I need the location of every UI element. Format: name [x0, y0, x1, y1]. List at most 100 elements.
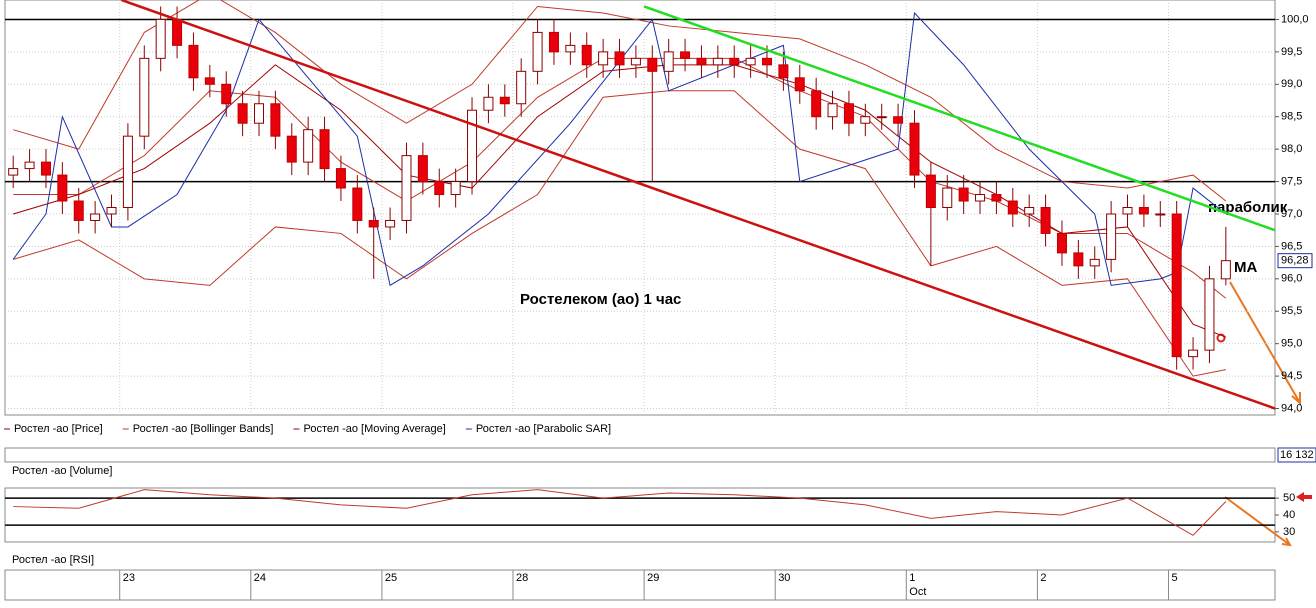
candle-body — [221, 83, 232, 105]
candle-body — [155, 18, 166, 59]
candle-body — [335, 168, 346, 189]
candle-body — [958, 187, 969, 202]
legend-label: Ростел -ао [Bollinger Bands] — [133, 423, 274, 435]
indicator-line — [13, 0, 1227, 202]
x-axis-frame — [4, 569, 1276, 601]
candle-body — [483, 96, 494, 111]
candle-body — [204, 77, 215, 85]
y-tick-label: 97,0 — [1281, 208, 1302, 220]
y-tick-label: 99,5 — [1281, 46, 1302, 58]
legend-label: Ростел -ао [Moving Average] — [303, 423, 445, 435]
candle-body — [630, 57, 641, 66]
candle-body — [385, 219, 396, 228]
candle-body — [1024, 207, 1035, 215]
plot-frame — [4, 0, 1276, 416]
candle-body — [499, 96, 510, 105]
candle-body — [712, 57, 723, 66]
trend-line — [120, 0, 1276, 410]
candle-body — [975, 194, 986, 202]
candle-body — [925, 174, 936, 208]
candle-body — [253, 103, 265, 124]
candle-body — [286, 135, 297, 163]
candle-body — [57, 174, 68, 202]
candle-body — [139, 57, 150, 137]
marker-arrow — [1296, 492, 1312, 502]
candle-body — [40, 161, 51, 176]
candle-body — [1040, 207, 1051, 234]
y-tick-label: 98,0 — [1281, 143, 1302, 155]
candle-body — [860, 116, 871, 124]
y-tick-label: 40 — [1283, 509, 1295, 521]
candle-body — [729, 57, 740, 66]
y-tick-label: 95,0 — [1281, 338, 1302, 350]
x-tick-label: 29 — [647, 572, 659, 584]
candle-body — [811, 90, 822, 118]
y-tick-label: 96,5 — [1281, 240, 1302, 252]
y-tick-label: 50 — [1283, 492, 1295, 504]
x-tick-label: 30 — [778, 572, 790, 584]
candle-body — [319, 129, 330, 170]
candle-body — [368, 219, 379, 228]
chart-title: Ростелеком (ао) 1 час — [520, 291, 681, 308]
candle-body — [1171, 213, 1182, 358]
candle-body — [1155, 213, 1166, 216]
x-tick-label: 1 — [909, 572, 915, 584]
x-tick-label: 28 — [516, 572, 528, 584]
x-tick-label: 24 — [254, 572, 266, 584]
candle-body — [893, 116, 904, 124]
trend-line — [643, 5, 1276, 232]
candle-body — [417, 155, 428, 183]
legend-label: Ростел -ао [Price] — [14, 423, 103, 435]
candle-body — [237, 103, 248, 124]
candle-body — [1204, 278, 1215, 351]
annotation: MA — [1234, 259, 1257, 276]
candle-body — [1220, 260, 1231, 280]
rsi-frame — [4, 487, 1276, 543]
volume-frame — [4, 447, 1276, 463]
y-tick-label: 94,5 — [1281, 370, 1302, 382]
candle-body — [24, 161, 35, 170]
candle-body — [188, 44, 199, 79]
candle-body — [450, 181, 461, 196]
candle-body — [548, 31, 559, 53]
candle-body — [303, 129, 314, 163]
candle-body — [843, 103, 854, 124]
candle-body — [581, 44, 592, 66]
x-tick-label: 5 — [1171, 572, 1177, 584]
candle-body — [270, 103, 281, 137]
candle-body — [106, 207, 117, 215]
candle-body — [401, 155, 412, 221]
volume-label: Ростел -ао [Volume] — [12, 465, 112, 477]
candle-body — [663, 51, 674, 72]
arrows — [1224, 281, 1301, 547]
candle-body — [172, 18, 183, 46]
candle-body — [516, 70, 527, 105]
y-tick-label: 94,0 — [1281, 402, 1302, 414]
candle-body — [1073, 252, 1084, 267]
candle-body — [876, 116, 887, 119]
candle-body — [614, 51, 625, 66]
x-tick-label: 25 — [385, 572, 397, 584]
candle-body — [680, 51, 691, 59]
candle-body — [8, 168, 19, 176]
candle-body — [1122, 207, 1133, 215]
candle-body — [122, 135, 133, 208]
candle-body — [565, 44, 576, 53]
candle-body — [647, 57, 658, 72]
candle-body — [827, 103, 838, 118]
candle-body — [1188, 349, 1199, 358]
candle-body — [942, 187, 953, 208]
candle-body — [90, 213, 101, 221]
candle-body — [352, 187, 363, 221]
x-tick-label: 23 — [123, 572, 135, 584]
y-tick-label: 95,5 — [1281, 305, 1302, 317]
candle-body — [434, 181, 445, 196]
candle-body — [794, 77, 805, 92]
indicator-line — [12, 11, 1227, 287]
candle-body — [909, 122, 920, 176]
rsi-label: Ростел -ао [RSI] — [12, 554, 94, 566]
y-tick-label: 97,5 — [1281, 175, 1302, 187]
candle-body — [532, 31, 543, 72]
